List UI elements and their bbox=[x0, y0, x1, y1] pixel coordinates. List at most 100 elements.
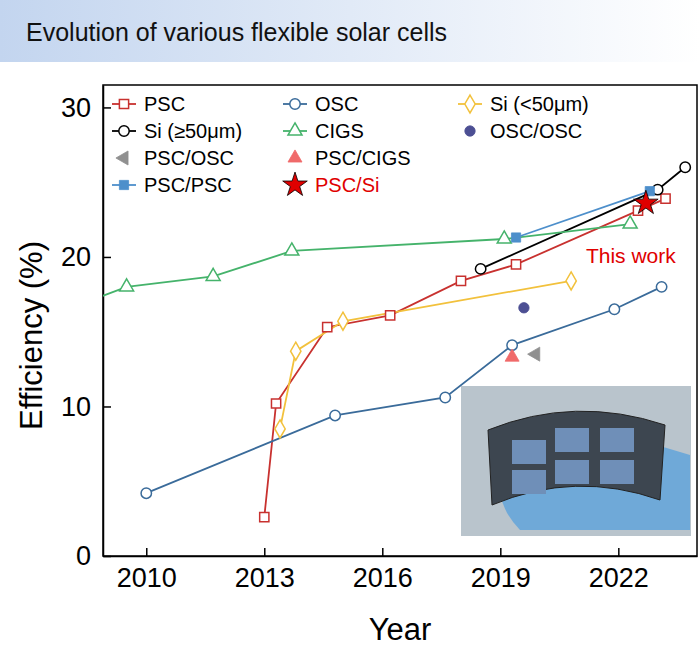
x-tick-mark bbox=[618, 548, 620, 556]
legend-item: PSC/Si bbox=[283, 172, 380, 196]
x-tick: 2016 bbox=[353, 548, 413, 593]
legend-label: PSC/Si bbox=[315, 174, 379, 196]
x-tick-mark bbox=[146, 548, 148, 556]
legend-marker bbox=[119, 126, 129, 136]
legend-label: PSC/PSC bbox=[144, 174, 232, 196]
data-point bbox=[475, 264, 485, 274]
y-tick: 20 bbox=[61, 242, 111, 272]
photo-cell bbox=[512, 440, 546, 464]
y-axis-line bbox=[103, 86, 105, 557]
x-tick: 2013 bbox=[235, 548, 295, 593]
data-point bbox=[440, 392, 450, 402]
x-tick-label: 2019 bbox=[471, 563, 531, 593]
series-line bbox=[516, 191, 650, 237]
data-point bbox=[528, 347, 540, 361]
data-point bbox=[609, 304, 619, 314]
legend-marker bbox=[290, 99, 300, 109]
legend-label: CIGS bbox=[315, 120, 364, 142]
y-tick: 10 bbox=[61, 392, 111, 422]
legend-marker bbox=[119, 99, 128, 108]
series-line bbox=[481, 167, 686, 269]
data-point bbox=[330, 410, 340, 420]
x-tick-mark bbox=[264, 548, 266, 556]
y-tick-label: 20 bbox=[61, 242, 91, 272]
legend-label: OSC bbox=[315, 93, 358, 115]
legend-item: PSC/PSC bbox=[112, 174, 232, 196]
x-axis-line bbox=[104, 556, 698, 558]
data-point bbox=[497, 231, 511, 243]
legend-item: Si (≥50μm) bbox=[112, 120, 242, 142]
legend-item: OSC/OSC bbox=[465, 120, 582, 142]
legend: PSC OSC Si (<50μm) Si (≥50μm) CIGS OSC/OSC PSC… bbox=[112, 93, 589, 196]
data-point bbox=[260, 513, 269, 522]
y-tick: 0 bbox=[76, 541, 111, 571]
legend-marker bbox=[116, 151, 128, 165]
legend-label: Si (≥50μm) bbox=[144, 120, 242, 142]
data-point bbox=[505, 349, 519, 361]
x-axis: 2010 2013 2016 2019 2022 bbox=[104, 548, 698, 593]
data-point bbox=[206, 268, 220, 280]
legend-marker bbox=[465, 95, 475, 113]
legend-item: PSC/CIGS bbox=[288, 147, 411, 169]
legend-label: OSC/OSC bbox=[490, 120, 582, 142]
data-point bbox=[680, 162, 690, 172]
legend-marker bbox=[288, 150, 302, 162]
data-point bbox=[120, 279, 134, 291]
x-tick-mark bbox=[382, 548, 384, 556]
legend-label: PSC bbox=[144, 93, 185, 115]
y-tick: 30 bbox=[61, 93, 111, 123]
y-tick-mark bbox=[103, 556, 111, 558]
legend-item: Si (<50μm) bbox=[458, 93, 589, 115]
photo-cell bbox=[600, 428, 634, 452]
data-point bbox=[456, 276, 465, 285]
x-tick: 2019 bbox=[471, 548, 531, 593]
legend-label: Si (<50μm) bbox=[490, 93, 589, 115]
legend-item: PSC/OSC bbox=[116, 147, 234, 169]
data-point bbox=[338, 312, 348, 330]
data-point bbox=[661, 194, 670, 203]
data-point bbox=[623, 216, 637, 228]
x-tick: 2022 bbox=[589, 548, 649, 593]
data-point bbox=[634, 190, 659, 213]
title-banner bbox=[0, 0, 700, 62]
photo-device bbox=[488, 411, 665, 505]
data-point bbox=[141, 488, 151, 498]
x-axis-title: Year bbox=[369, 612, 432, 647]
data-point bbox=[323, 323, 332, 332]
legend-marker bbox=[119, 180, 128, 189]
data-point bbox=[566, 272, 576, 290]
data-point bbox=[511, 233, 520, 242]
data-point bbox=[291, 342, 301, 360]
y-axis-title: Efficiency (%) bbox=[14, 241, 49, 430]
annotation: This work bbox=[586, 244, 676, 267]
photo-cell bbox=[600, 460, 634, 484]
series-line bbox=[103, 224, 630, 303]
legend-item: PSC bbox=[112, 93, 185, 115]
y-tick-mark bbox=[103, 406, 111, 408]
title: Evolution of various flexible solar cell… bbox=[26, 18, 447, 46]
data-point bbox=[656, 282, 666, 292]
plot-area bbox=[103, 162, 690, 522]
legend-item: OSC bbox=[283, 93, 358, 115]
y-tick-label: 10 bbox=[61, 392, 91, 422]
x-tick-mark bbox=[500, 548, 502, 556]
legend-item: CIGS bbox=[283, 120, 364, 142]
y-tick-label: 0 bbox=[76, 541, 91, 571]
photo-cell bbox=[555, 460, 589, 484]
data-point bbox=[271, 399, 280, 408]
plot-frame bbox=[103, 85, 697, 556]
x-tick-label: 2016 bbox=[353, 563, 413, 593]
data-point bbox=[275, 420, 285, 438]
y-tick-label: 30 bbox=[61, 93, 91, 123]
x-tick: 2010 bbox=[117, 548, 177, 593]
x-tick-label: 2013 bbox=[235, 563, 295, 593]
y-axis: 0 10 20 30 bbox=[61, 86, 111, 572]
inset-photo bbox=[461, 386, 691, 536]
data-point bbox=[511, 260, 520, 269]
data-point bbox=[285, 243, 299, 255]
data-point bbox=[386, 311, 395, 320]
legend-label: PSC/OSC bbox=[144, 147, 234, 169]
y-tick-mark bbox=[103, 257, 111, 259]
x-tick-label: 2022 bbox=[589, 563, 649, 593]
legend-label: PSC/CIGS bbox=[315, 147, 411, 169]
